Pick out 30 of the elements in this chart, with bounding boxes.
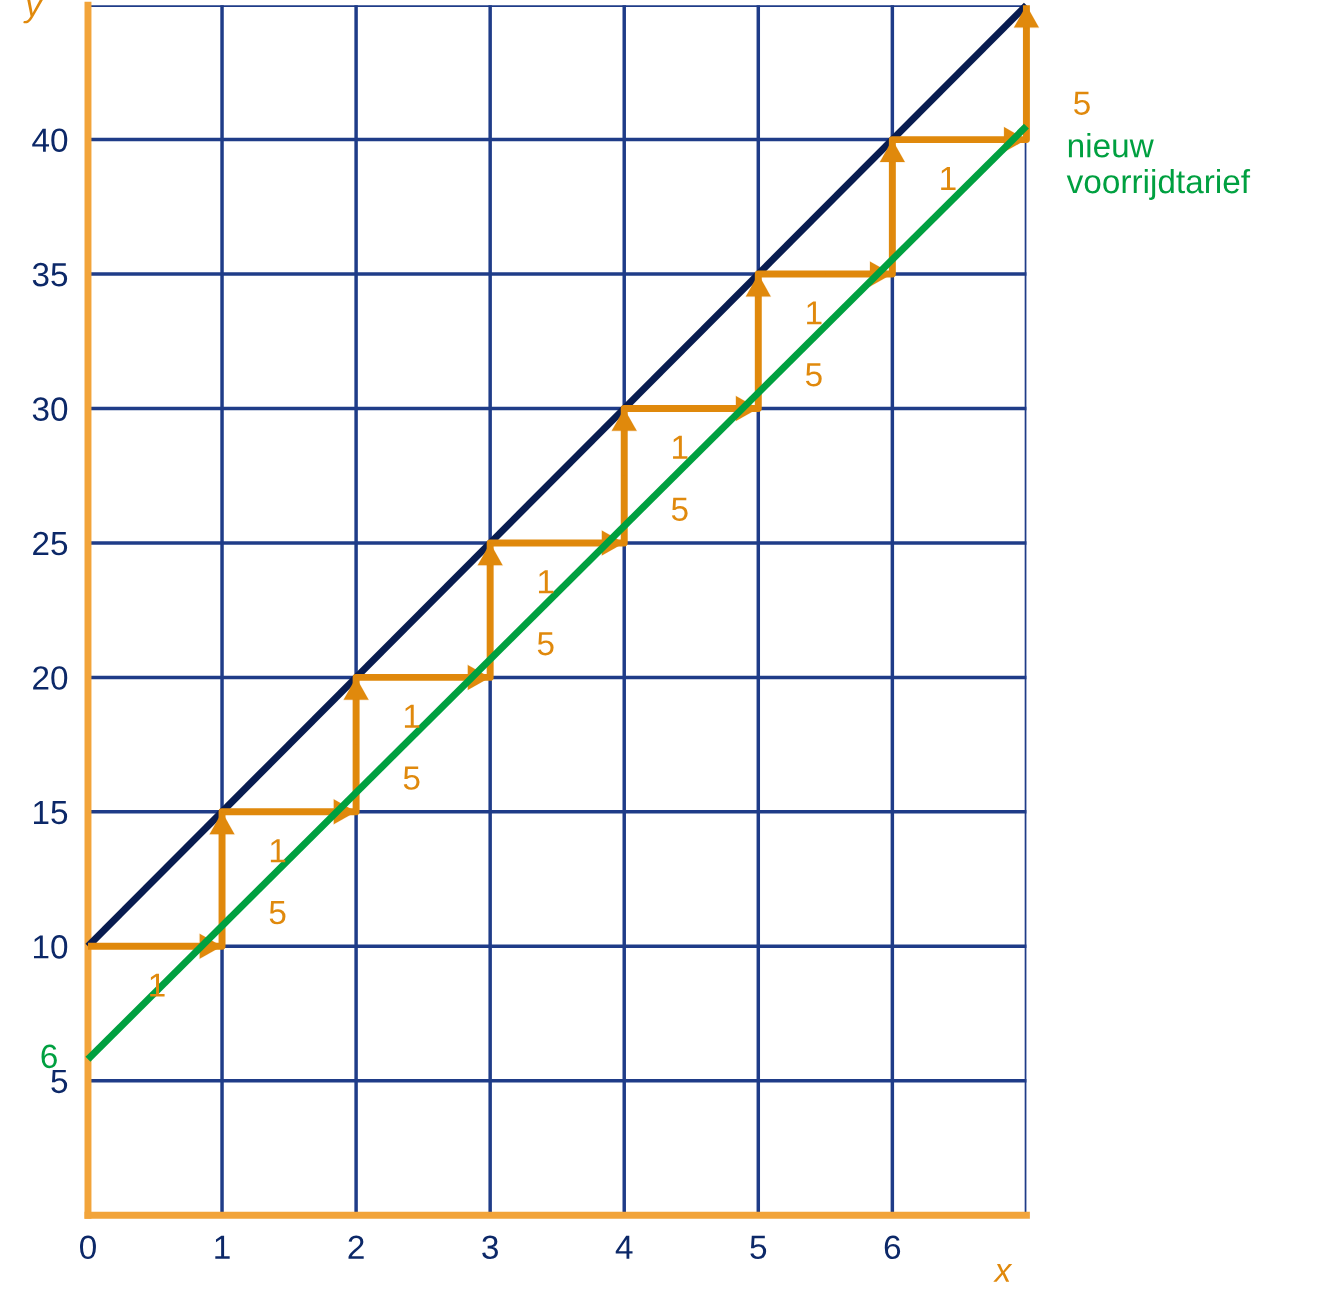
x-tick-label: 3 [482,1235,498,1260]
y-tick-label: 35 [32,262,68,287]
annotation: 5 [269,901,286,925]
annotation: 5 [805,363,822,387]
annotation: 5 [1074,91,1090,115]
y-tick-label: 40 [32,128,68,153]
y-tick-label: 10 [34,935,68,959]
annotation: 1 [941,166,956,190]
x-tick-label: 6 [884,1235,901,1260]
annotation: 1 [538,570,554,594]
annotation: 1 [673,435,688,459]
series-label: nieuw voorrijdtarief [1066,133,1251,200]
annotation: 6 [41,1044,57,1069]
y-tick-label: 30 [32,397,68,421]
annotation: 1 [404,704,420,728]
x-tick-label: 2 [348,1235,364,1259]
y-tick-label: 20 [33,666,68,690]
x-tick-label: 1 [215,1235,230,1259]
annotation: 5 [671,497,688,521]
y-tick-label: 25 [33,531,68,556]
annotation: 1 [807,301,822,325]
x-tick-label: 4 [615,1235,633,1259]
y-tick-label: 15 [34,800,68,825]
x-axis-title: x [993,1264,1013,1282]
x-tick-label: 5 [750,1235,767,1260]
y-tick-label: 5 [51,1069,68,1094]
annotation: 5 [537,632,554,656]
x-tick-label: 0 [80,1235,96,1260]
annotation: 5 [403,766,420,790]
annotation: 1 [270,839,286,863]
